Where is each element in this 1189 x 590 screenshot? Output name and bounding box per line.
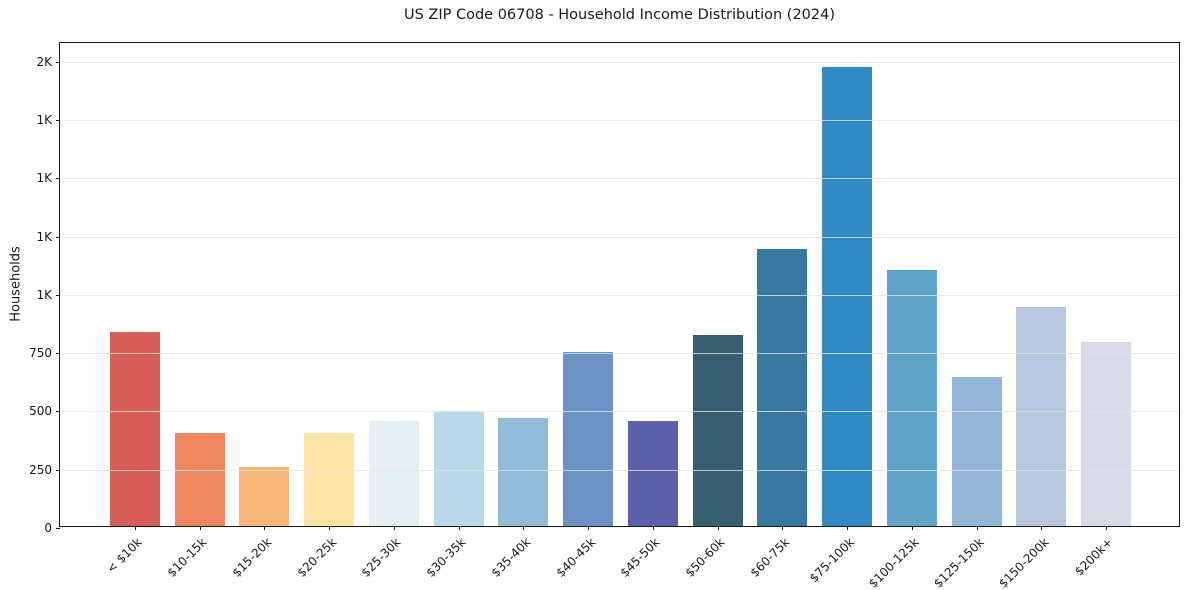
y-tick-label: 1K bbox=[36, 112, 52, 127]
y-tick-label: 1K bbox=[36, 229, 52, 244]
y-tick-label: 2K bbox=[36, 54, 52, 69]
x-tick-label: $75-100k bbox=[806, 535, 857, 586]
x-tick-mark bbox=[911, 526, 913, 530]
bar--20-25k bbox=[304, 432, 355, 526]
bar--60-75k bbox=[757, 248, 808, 526]
x-tick-label: $40-45k bbox=[553, 535, 599, 580]
chart-title: US ZIP Code 06708 - Household Income Dis… bbox=[403, 7, 836, 23]
y-tick-mark bbox=[56, 236, 60, 238]
bar--100-125k bbox=[886, 269, 937, 526]
x-tick-mark bbox=[1106, 526, 1107, 530]
x-tick-mark bbox=[523, 526, 525, 530]
x-tick-mark bbox=[717, 526, 719, 530]
x-tick-mark bbox=[264, 526, 266, 530]
x-tick-label: $10-15k bbox=[164, 535, 210, 580]
gridline bbox=[60, 469, 1179, 471]
bar--125-150k bbox=[951, 376, 1002, 526]
plot-area: 0 250 500 750 1K 1K 1K 1K 2K < $10k $10-15k $15-20k… bbox=[29, 42, 1180, 590]
bar--40-45k bbox=[563, 352, 614, 526]
bar--50-60k bbox=[692, 334, 743, 526]
x-tick-mark bbox=[588, 526, 590, 530]
gridline bbox=[60, 236, 1179, 238]
x-tick-label: $20-25k bbox=[294, 535, 340, 580]
x-tick-label: $45-50k bbox=[617, 535, 663, 580]
gridline bbox=[60, 411, 1179, 413]
bar--30-35k bbox=[433, 410, 484, 526]
y-tick-label: 500 bbox=[29, 404, 52, 419]
gridline bbox=[60, 294, 1179, 296]
x-tick-mark bbox=[329, 526, 331, 530]
x-tick-label: $100-125k bbox=[866, 535, 922, 590]
x-tick-label: $15-20k bbox=[229, 535, 275, 580]
x-tick-label: $200k+ bbox=[1072, 535, 1116, 579]
x-tick-label: < $10k bbox=[104, 535, 145, 576]
x-tick-mark bbox=[393, 526, 395, 530]
bar--10-15k bbox=[174, 432, 225, 526]
x-tick-mark bbox=[135, 526, 136, 530]
bar--200k- bbox=[1081, 341, 1131, 526]
x-tick-mark bbox=[1041, 526, 1043, 530]
y-tick-label: 750 bbox=[29, 346, 52, 361]
gridline bbox=[60, 119, 1179, 121]
bar--45-50k bbox=[627, 421, 678, 526]
gridline bbox=[60, 353, 1179, 355]
y-tick-mark bbox=[56, 61, 60, 63]
x-tick-label: $25-30k bbox=[358, 535, 404, 580]
x-tick-label: $30-35k bbox=[423, 535, 469, 580]
y-tick-mark bbox=[56, 411, 60, 413]
gridline bbox=[60, 178, 1179, 180]
x-tick-mark bbox=[652, 526, 654, 530]
y-tick-mark bbox=[56, 178, 60, 180]
y-tick-mark bbox=[56, 528, 60, 529]
y-tick-label: 0 bbox=[44, 521, 52, 535]
x-tick-mark bbox=[199, 526, 201, 530]
x-tick-label: $125-150k bbox=[930, 535, 987, 590]
x-tick-label: $50-60k bbox=[682, 535, 728, 580]
x-tick-label: $60-75k bbox=[747, 535, 793, 580]
bar--75-100k bbox=[822, 66, 873, 526]
x-tick-mark bbox=[782, 526, 784, 530]
x-tick-mark bbox=[847, 526, 849, 530]
bar--10k bbox=[110, 332, 160, 526]
bar--25-30k bbox=[368, 421, 419, 526]
y-axis-label: Households bbox=[8, 246, 24, 322]
bar--35-40k bbox=[498, 417, 549, 526]
x-tick-mark bbox=[458, 526, 460, 530]
y-tick-mark bbox=[56, 119, 60, 121]
x-tick-label: $35-40k bbox=[488, 535, 534, 580]
bar--150-200k bbox=[1016, 306, 1067, 526]
y-tick-mark bbox=[56, 469, 60, 471]
y-tick-mark bbox=[56, 294, 60, 296]
y-tick-label: 250 bbox=[29, 462, 52, 477]
y-tick-mark bbox=[56, 353, 60, 355]
y-tick-label: 1K bbox=[36, 171, 52, 186]
bar--15-20k bbox=[239, 466, 290, 526]
gridline bbox=[60, 61, 1179, 63]
y-tick-label: 1K bbox=[36, 287, 52, 302]
x-tick-mark bbox=[976, 526, 978, 530]
x-tick-label: $150-200k bbox=[995, 535, 1052, 590]
